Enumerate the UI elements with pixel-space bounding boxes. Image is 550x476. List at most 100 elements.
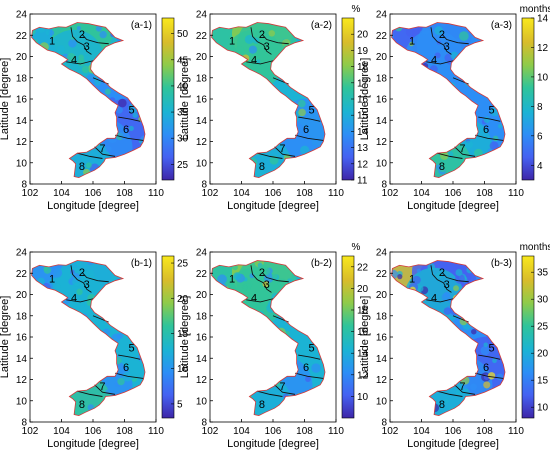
y-tick-label: 16 — [196, 333, 208, 344]
region-border — [474, 134, 504, 141]
colorbar-tick-label: 17 — [357, 78, 369, 89]
region-label: 6 — [483, 362, 489, 374]
country-outline — [391, 260, 506, 417]
region-label: 4 — [431, 293, 437, 305]
region-label: 7 — [279, 143, 285, 155]
y-tick-label: 24 — [196, 10, 208, 21]
y-tick-label: 16 — [376, 333, 388, 344]
region-border — [77, 152, 103, 159]
region-border — [250, 27, 272, 55]
x-tick-label: 106 — [85, 188, 102, 199]
y-tick-label: 12 — [16, 137, 28, 148]
colorbar-unit: months — [520, 4, 550, 15]
region-label: 8 — [439, 399, 445, 411]
region-border — [454, 146, 476, 157]
y-tick-label: 16 — [16, 333, 28, 344]
x-tick-label: 106 — [85, 426, 102, 437]
colorbar — [161, 255, 175, 419]
x-tick-label: 104 — [413, 188, 430, 199]
y-tick-label: 8 — [201, 180, 207, 191]
colorbar-tick-label: 30 — [537, 295, 549, 306]
region-border — [261, 33, 289, 45]
x-tick-label: 108 — [296, 188, 313, 199]
colorbar — [161, 17, 175, 181]
region-label: 2 — [439, 29, 445, 41]
colorbar-tick-label: 10 — [537, 403, 549, 414]
region-border — [66, 298, 94, 303]
region-label: 6 — [303, 124, 309, 136]
y-tick-label: 10 — [196, 396, 208, 407]
y-axis-label: Latitude [degree] — [359, 296, 371, 379]
region-label: 5 — [309, 105, 315, 117]
region-border — [94, 384, 116, 395]
x-axis-label: Longitude [degree] — [227, 200, 319, 212]
y-tick-label: 24 — [376, 10, 388, 21]
y-tick-label: 8 — [381, 180, 387, 191]
region-label: 7 — [279, 381, 285, 393]
region-border — [70, 265, 92, 293]
y-tick-label: 16 — [16, 95, 28, 106]
y-tick-label: 24 — [16, 10, 28, 21]
colorbar-tick-label: 22 — [357, 262, 369, 273]
region-border — [454, 384, 476, 395]
panel-id: (a-2) — [311, 20, 332, 31]
x-axis-label: Longitude [degree] — [227, 438, 319, 450]
colorbar-tick-label: 45 — [177, 55, 189, 66]
colorbar-tick-label: 6 — [537, 131, 543, 142]
colorbar-tick-label: 15 — [537, 376, 549, 387]
colorbar-tick-label: 13 — [357, 143, 369, 154]
y-tick-label: 12 — [16, 375, 28, 386]
y-tick-label: 8 — [381, 418, 387, 429]
colorbar-tick-label: 18 — [357, 62, 369, 73]
panel-id: (b-2) — [311, 258, 332, 269]
region-label: 8 — [79, 161, 85, 173]
region-label: 3 — [444, 279, 450, 291]
y-tick-label: 24 — [376, 248, 388, 259]
colorbar-tick-label: 14 — [357, 349, 369, 360]
x-tick-label: 104 — [413, 426, 430, 437]
y-axis-label: Latitude [degree] — [0, 296, 11, 379]
region-border — [94, 146, 116, 157]
map-fill — [391, 22, 505, 178]
region-label: 5 — [309, 343, 315, 355]
y-tick-label: 8 — [201, 418, 207, 429]
region-label: 4 — [251, 55, 257, 67]
colorbar-tick-label: 5 — [177, 399, 183, 410]
region-border — [298, 116, 321, 122]
y-tick-label: 10 — [16, 158, 28, 169]
x-tick-label: 104 — [233, 426, 250, 437]
colorbar-tick-label: 8 — [537, 102, 543, 113]
region-border — [250, 265, 272, 293]
region-border — [118, 354, 141, 360]
region-border — [437, 390, 463, 397]
region-label: 7 — [99, 381, 105, 393]
region-label: 2 — [259, 267, 265, 279]
y-tick-label: 20 — [376, 290, 388, 301]
colorbar — [341, 255, 355, 419]
region-border — [246, 298, 274, 303]
colorbar-tick-label: 11 — [357, 176, 368, 187]
x-tick-label: 108 — [476, 188, 493, 199]
region-label: 6 — [483, 124, 489, 136]
y-tick-label: 14 — [376, 116, 388, 127]
y-tick-label: 8 — [21, 180, 27, 191]
region-label: 7 — [459, 143, 465, 155]
region-border — [274, 384, 296, 395]
colorbar-unit: % — [352, 242, 361, 253]
map-fill — [211, 260, 325, 416]
region-label: 1 — [409, 36, 415, 48]
x-axis-label: Longitude [degree] — [407, 438, 499, 450]
region-label: 4 — [71, 55, 77, 67]
y-tick-label: 12 — [196, 375, 208, 386]
y-tick-label: 14 — [16, 116, 28, 127]
colorbar-tick-label: 20 — [177, 294, 189, 305]
region-label: 1 — [409, 274, 415, 286]
colorbar-tick-label: 20 — [357, 284, 369, 295]
region-label: 7 — [99, 143, 105, 155]
x-tick-label: 110 — [148, 426, 164, 437]
